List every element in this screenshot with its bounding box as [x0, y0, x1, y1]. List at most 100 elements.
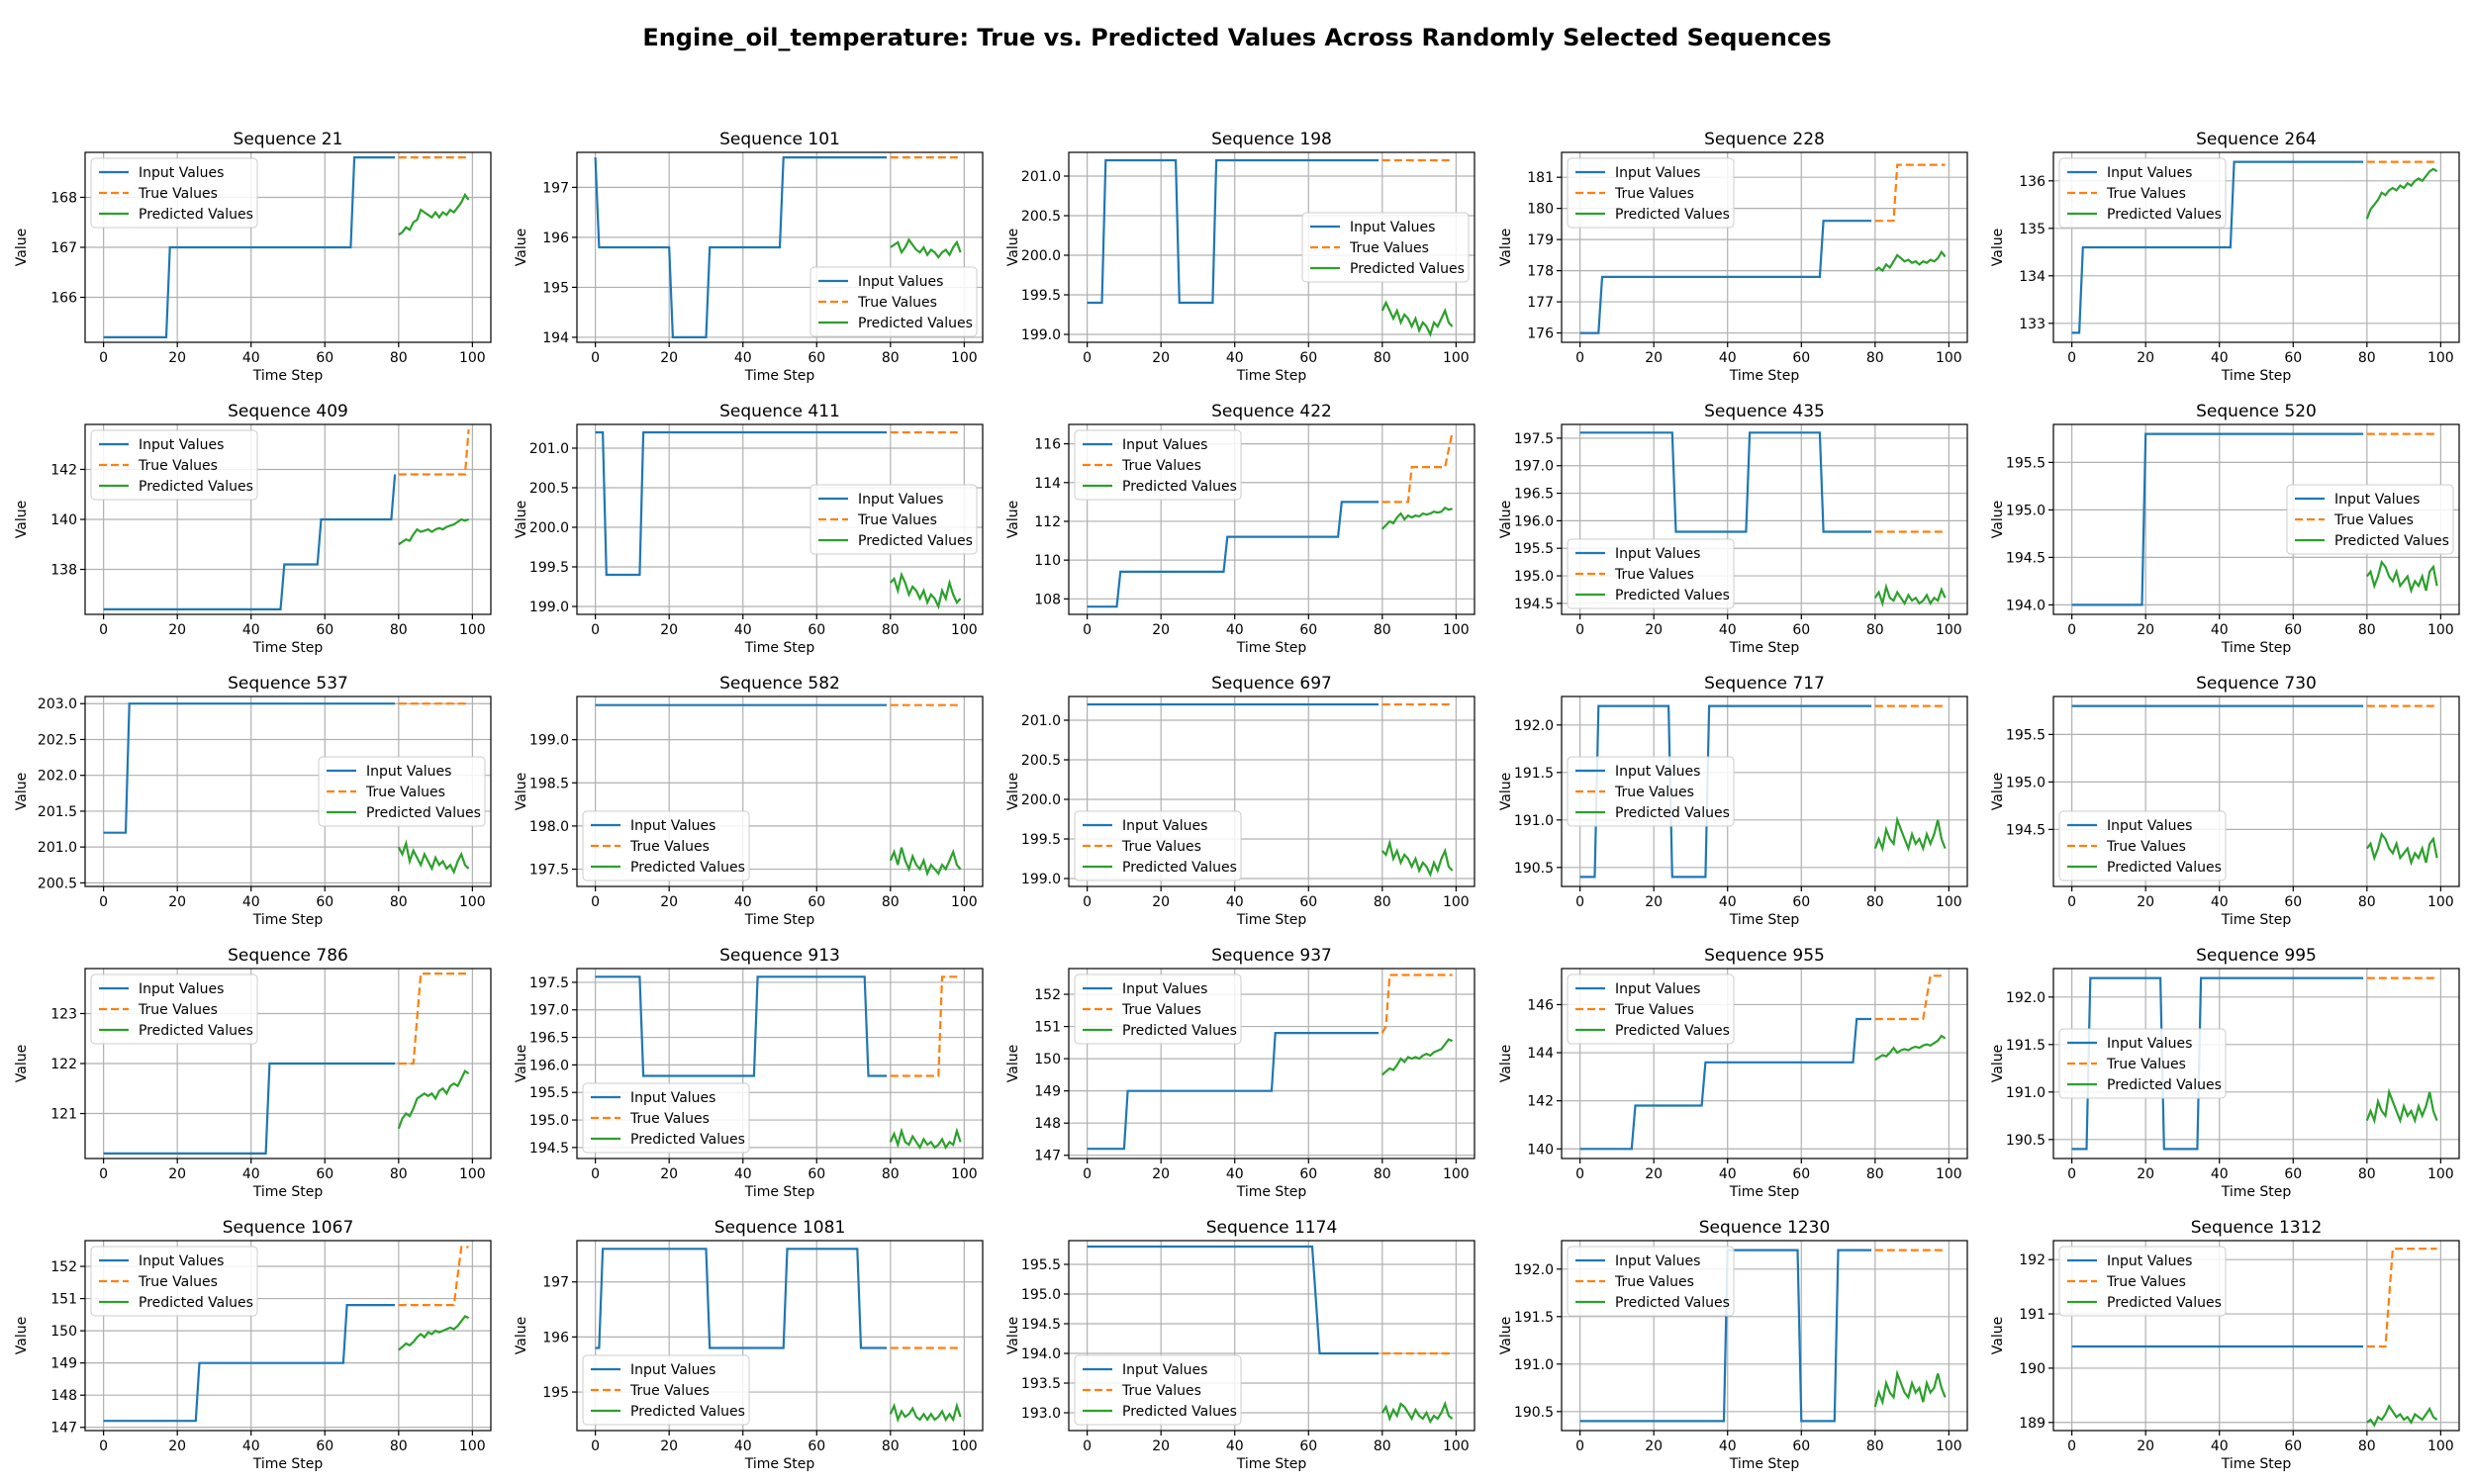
legend-label: True Values — [1121, 1383, 1201, 1399]
x-tick-label: 80 — [1374, 622, 1391, 638]
y-tick-label: 121 — [50, 1107, 77, 1123]
legend: Input Values True Values Predicted Values — [2058, 810, 2227, 881]
x-tick-label: 100 — [2427, 350, 2454, 366]
legend-label: Predicted Values — [1122, 1023, 1237, 1039]
y-tick-label: 194 — [542, 330, 569, 346]
legend-label: Predicted Values — [2334, 533, 2449, 549]
x-axis-label: Time Step — [252, 1456, 324, 1472]
subplot-title: Sequence 786 — [228, 946, 348, 966]
x-tick-label: 40 — [2211, 894, 2229, 910]
y-axis-label: Value — [1005, 229, 1021, 266]
y-tick-label: 196.5 — [1514, 487, 1554, 503]
x-tick-label: 100 — [2427, 1438, 2454, 1454]
x-axis-label: Time Step — [252, 912, 324, 928]
legend-label: Input Values — [630, 818, 715, 834]
legend: Input Values True Values Predicted Values — [1074, 810, 1242, 881]
series-predicted-values — [889, 1127, 962, 1151]
x-tick-label: 40 — [1226, 1438, 1244, 1454]
legend-label: Predicted Values — [1615, 1295, 1730, 1311]
x-tick-label: 0 — [1575, 894, 1584, 910]
x-tick-label: 0 — [2067, 1166, 2076, 1182]
y-tick-label: 150 — [50, 1324, 77, 1340]
legend: Input Values True Values Predicted Values — [90, 157, 258, 229]
x-tick-label: 80 — [1866, 622, 1884, 638]
x-tick-label: 0 — [591, 894, 600, 910]
subplot-title: Sequence 1230 — [1699, 1218, 1831, 1238]
y-tick-label: 195.5 — [2006, 727, 2046, 743]
series-input-values — [595, 975, 888, 1077]
x-axis-label: Time Step — [744, 1184, 815, 1200]
x-tick-label: 40 — [2211, 1438, 2229, 1454]
series-input-values — [595, 1248, 888, 1349]
x-tick-label: 20 — [660, 622, 678, 638]
y-tick-label: 201.0 — [1021, 169, 1061, 185]
x-tick-label: 40 — [1226, 350, 1244, 366]
x-tick-label: 60 — [316, 350, 333, 366]
x-axis-label: Time Step — [744, 640, 815, 656]
x-tick-label: 40 — [242, 1438, 260, 1454]
x-tick-label: 0 — [1575, 1438, 1584, 1454]
x-axis-label: Time Step — [744, 368, 815, 384]
y-tick-label: 152 — [50, 1259, 77, 1275]
y-tick-label: 198.0 — [529, 819, 569, 835]
legend-label: Predicted Values — [858, 533, 973, 549]
y-axis-label: Value — [1005, 501, 1021, 538]
series-predicted-values — [1873, 583, 1947, 607]
subplot-title: Sequence 1312 — [2191, 1218, 2323, 1238]
legend-label: Predicted Values — [1122, 479, 1237, 495]
x-tick-label: 80 — [1866, 894, 1884, 910]
x-axis-label: Time Step — [2221, 1456, 2292, 1472]
y-tick-label: 116 — [1034, 437, 1061, 453]
y-tick-label: 202.0 — [38, 769, 77, 785]
y-tick-label: 195.0 — [2006, 503, 2046, 518]
series-true-values — [1380, 974, 1453, 1034]
x-tick-label: 40 — [1719, 350, 1737, 366]
legend-label: Input Values — [858, 274, 943, 290]
legend-box — [1567, 1246, 1735, 1317]
x-tick-label: 40 — [2211, 1166, 2229, 1182]
x-axis-label: Time Step — [2221, 1184, 2292, 1200]
subplot-15: 0 20 40 60 80 100 194.5 195.0 195.5 Sequence 730 T… — [1990, 674, 2460, 928]
series-input-values — [1087, 1031, 1380, 1151]
series-true-values — [398, 429, 470, 476]
legend-box — [2058, 1028, 2227, 1099]
legend-label: Predicted Values — [1615, 1023, 1730, 1039]
subplot-title: Sequence 264 — [2196, 130, 2317, 149]
x-tick-label: 20 — [660, 1438, 678, 1454]
legend-label: True Values — [1614, 1002, 1694, 1018]
legend-box — [318, 756, 486, 827]
series-predicted-values — [1873, 815, 1947, 853]
y-tick-label: 198.5 — [529, 776, 569, 791]
y-tick-label: 191.5 — [1514, 766, 1554, 782]
x-tick-label: 0 — [2067, 622, 2076, 638]
subplot-6: 0 20 40 60 80 100 138 140 142 Sequence 409 Time St… — [14, 402, 492, 656]
x-tick-label: 60 — [316, 894, 333, 910]
x-tick-label: 100 — [1936, 622, 1962, 638]
y-tick-label: 110 — [1034, 553, 1061, 569]
y-tick-label: 202.5 — [38, 732, 77, 748]
y-tick-label: 147 — [1034, 1149, 1061, 1164]
subplot-19: 0 20 40 60 80 100 140 142 144 146 Sequence 955 Time… — [1498, 946, 1968, 1200]
x-tick-label: 80 — [1866, 1166, 1884, 1182]
subplot-1: 0 20 40 60 80 100 166 167 168 Sequence 21 Time Ste… — [14, 130, 492, 384]
y-axis-label: Value — [1990, 1317, 2006, 1354]
series-true-values — [398, 972, 469, 1066]
x-tick-label: 80 — [1374, 350, 1391, 366]
y-axis-label: Value — [1990, 1045, 2006, 1082]
legend-label: Predicted Values — [139, 479, 253, 495]
axes-frame — [576, 968, 984, 1159]
y-tick-label: 199.5 — [529, 560, 569, 576]
legend: Input Values True Values Predicted Values — [809, 484, 978, 555]
series-true-values — [1874, 163, 1946, 223]
y-tick-label: 197.5 — [1514, 431, 1554, 447]
x-tick-label: 20 — [1645, 894, 1663, 910]
legend-label: True Values — [1614, 785, 1694, 800]
x-tick-label: 80 — [882, 1166, 900, 1182]
y-tick-label: 191.0 — [1514, 813, 1554, 829]
subplot-4: 0 20 40 60 80 100 176 177 178 179 180 181 Sequence 2… — [1498, 130, 1968, 384]
legend: Input Values True Values Predicted Values — [90, 429, 258, 501]
x-tick-label: 0 — [2067, 894, 2076, 910]
series-predicted-values — [398, 517, 469, 546]
x-tick-label: 40 — [1719, 894, 1737, 910]
legend-label: Predicted Values — [1122, 860, 1237, 876]
